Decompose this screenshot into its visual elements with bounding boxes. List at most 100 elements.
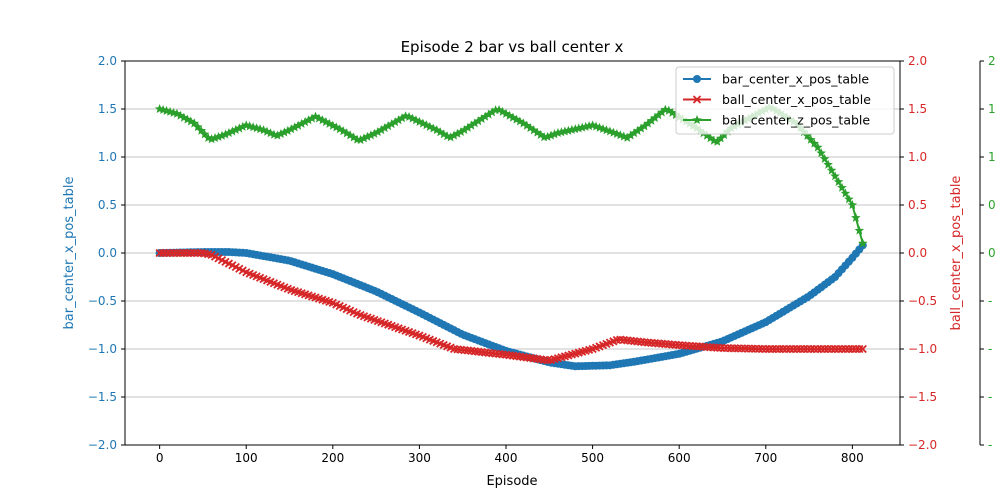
data-point bbox=[348, 132, 359, 142]
y-tick-label: 1 bbox=[988, 150, 996, 164]
data-point bbox=[296, 118, 307, 128]
data-point bbox=[179, 112, 189, 122]
data-point bbox=[227, 126, 238, 136]
data-point bbox=[494, 104, 504, 115]
data-point bbox=[425, 121, 435, 131]
data-point bbox=[692, 95, 702, 104]
data-point bbox=[480, 111, 490, 121]
left-y-axis: 2.0 1.5 1.0 0.5 0.0 −0.5 −1.0 −1.5 −2.0 bbox=[88, 54, 125, 452]
data-point bbox=[601, 125, 612, 135]
data-point bbox=[414, 116, 425, 126]
y-tick-label: −0.5 bbox=[908, 294, 937, 308]
data-point bbox=[563, 125, 574, 135]
data-point bbox=[608, 127, 619, 137]
data-point bbox=[192, 122, 203, 132]
data-point bbox=[438, 129, 449, 139]
data-point bbox=[286, 124, 297, 134]
data-point bbox=[667, 107, 678, 117]
data-point bbox=[587, 120, 598, 130]
y-tick-label: 0 bbox=[988, 246, 996, 260]
data-point bbox=[802, 130, 813, 140]
data-point bbox=[435, 127, 445, 137]
data-point bbox=[549, 129, 560, 139]
data-point bbox=[528, 125, 539, 135]
data-point bbox=[276, 128, 286, 139]
series-ball_center_x_pos_table bbox=[155, 248, 867, 365]
data-point bbox=[833, 176, 844, 187]
right-y-axis: 2.0 1.5 1.0 0.5 0.0 −0.5 −1.0 −1.5 −2.0 bbox=[900, 54, 937, 452]
data-point bbox=[712, 136, 723, 146]
data-point bbox=[265, 128, 276, 138]
data-point bbox=[646, 115, 657, 125]
data-point bbox=[328, 120, 338, 130]
data-point bbox=[390, 117, 400, 127]
data-point bbox=[518, 118, 529, 128]
data-point bbox=[234, 123, 245, 133]
legend-label: bar_center_x_pos_table bbox=[722, 72, 869, 87]
data-point bbox=[224, 128, 234, 138]
data-point bbox=[331, 122, 342, 132]
data-point bbox=[324, 118, 335, 128]
data-point bbox=[598, 124, 608, 134]
data-point bbox=[386, 119, 397, 129]
legend: bar_center_x_pos_table ball_center_x_pos_… bbox=[675, 66, 895, 135]
data-point bbox=[317, 115, 328, 125]
data-point bbox=[477, 113, 487, 123]
x-tick-label: 100 bbox=[235, 451, 258, 465]
data-point bbox=[702, 130, 712, 140]
data-point bbox=[556, 127, 567, 137]
data-point bbox=[501, 108, 511, 118]
data-point bbox=[622, 132, 632, 142]
data-point bbox=[456, 126, 466, 137]
data-point bbox=[851, 212, 861, 222]
far-right-y-axis: 2 1 1 0 0 - - - - bbox=[980, 54, 996, 452]
data-point bbox=[431, 125, 442, 135]
data-point bbox=[483, 109, 494, 119]
y-tick-label: 1.5 bbox=[908, 102, 927, 116]
data-point bbox=[220, 129, 231, 139]
chart-title: Episode 2 bar vs ball center x bbox=[401, 38, 624, 56]
data-point bbox=[511, 114, 522, 124]
legend-box bbox=[675, 66, 895, 135]
legend-item: bar_center_x_pos_table bbox=[683, 72, 869, 87]
data-point bbox=[854, 225, 865, 235]
x-tick-label: 400 bbox=[495, 451, 518, 465]
data-point bbox=[570, 124, 581, 134]
data-point bbox=[307, 113, 317, 123]
data-point bbox=[258, 125, 269, 135]
data-point bbox=[206, 134, 217, 144]
data-point bbox=[310, 111, 321, 121]
data-point bbox=[217, 130, 227, 140]
data-point bbox=[653, 110, 664, 120]
x-tick-label: 500 bbox=[581, 451, 604, 465]
data-point bbox=[407, 113, 418, 123]
data-point bbox=[213, 131, 224, 141]
data-point bbox=[497, 106, 508, 116]
data-point bbox=[359, 133, 369, 143]
data-point bbox=[844, 194, 854, 204]
x-tick-label: 0 bbox=[156, 451, 164, 465]
data-point bbox=[445, 132, 456, 142]
data-point bbox=[830, 171, 840, 181]
x-tick-label: 200 bbox=[321, 451, 344, 465]
y-tick-label: −1.5 bbox=[88, 390, 117, 404]
data-point bbox=[459, 124, 470, 135]
data-point bbox=[338, 126, 348, 136]
data-point bbox=[172, 108, 182, 118]
y-tick-label: −1.5 bbox=[908, 390, 937, 404]
data-point bbox=[262, 126, 272, 136]
legend-item: ball_center_z_pos_table bbox=[683, 113, 870, 128]
y-tick-label: 1.5 bbox=[98, 102, 117, 116]
data-point bbox=[182, 114, 193, 124]
series-layer bbox=[154, 102, 868, 371]
data-point bbox=[716, 133, 726, 143]
y-tick-label: −0.5 bbox=[88, 294, 117, 308]
data-point bbox=[272, 130, 283, 140]
data-point bbox=[393, 115, 404, 125]
y-tick-label: 0.0 bbox=[908, 246, 927, 260]
data-point bbox=[625, 130, 636, 140]
data-point bbox=[522, 120, 532, 130]
y-tick-label: 0.5 bbox=[908, 198, 927, 212]
data-point bbox=[816, 148, 826, 158]
data-point bbox=[612, 128, 622, 139]
